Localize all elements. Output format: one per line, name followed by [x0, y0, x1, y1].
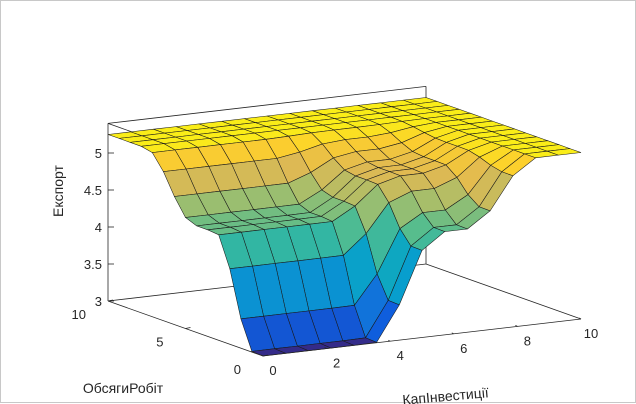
z-tick-label: 4 — [95, 220, 102, 235]
x-tick-mark — [388, 339, 391, 342]
x-tick-mark — [515, 325, 518, 327]
x-tick-label: 8 — [524, 333, 531, 348]
x-tick-label: 4 — [397, 348, 404, 363]
x-tick-label: 2 — [333, 356, 340, 371]
x-tick-label: 0 — [269, 363, 276, 378]
z-tick-label: 3 — [95, 294, 102, 309]
x-tick-mark — [324, 347, 327, 349]
z-axis-label: Експорт — [50, 164, 66, 216]
z-tick-label: 5 — [95, 146, 102, 161]
z-tick-label: 4.5 — [84, 183, 102, 198]
y-tick-mark — [185, 327, 191, 329]
y-tick-label: 5 — [156, 335, 163, 350]
x-tick-mark — [451, 332, 454, 335]
box-edge — [425, 263, 582, 320]
y-tick-label: 10 — [72, 307, 86, 322]
tick-labels: 0 2 4 6 8 10 0 5 10 3 3.5 4 4.5 5 — [72, 146, 599, 378]
z-tick-label: 3.5 — [84, 257, 102, 272]
box-edge — [107, 86, 427, 124]
x-tick-label: 6 — [460, 341, 467, 356]
x-axis-line — [262, 318, 582, 357]
y-axis-label: ОбсягиРобіт — [83, 380, 164, 396]
x-axis-label: КапІнвестиції — [402, 384, 490, 404]
y-tick-mark — [262, 354, 269, 357]
x-tick-label: 10 — [584, 326, 598, 341]
x-tick-mark — [260, 354, 264, 357]
y-tick-label: 0 — [234, 362, 241, 377]
surface-mesh — [107, 97, 582, 357]
x-tick-mark — [578, 317, 582, 320]
